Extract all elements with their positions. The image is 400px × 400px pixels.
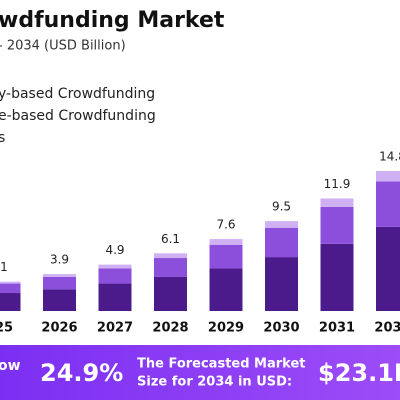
bar-segment [209, 268, 243, 311]
bar-segment [320, 206, 354, 244]
value-label: 11.9 [324, 177, 351, 191]
legend-label: s [0, 130, 5, 146]
bar-segment [0, 293, 21, 311]
bar-segment [376, 181, 400, 227]
bar-segment [154, 253, 187, 259]
bar-segment [43, 276, 76, 290]
x-tick-label: 2029 [208, 321, 244, 336]
banner-text: Size for 2034 in USD: [137, 375, 292, 390]
x-tick-label: 2026 [41, 321, 77, 336]
bar-segment [320, 243, 354, 311]
x-tick-label: 2030 [263, 321, 299, 336]
plot: 1 25 3.9 2026 4.9 2027 6.1 2028 7.6 2029 9.5 2030 11… [0, 150, 400, 336]
value-label: 4.9 [105, 243, 124, 257]
bar-segment [98, 283, 132, 311]
bar-segment [265, 221, 298, 228]
forecast: $23.1B [318, 359, 400, 387]
x-tick-label: 2028 [152, 321, 188, 336]
value-label: 3.9 [50, 253, 69, 267]
bar-segment [0, 281, 21, 284]
value-label: 9.5 [272, 200, 291, 214]
bar-segment [43, 289, 76, 311]
value-label: 14.8 [379, 150, 400, 164]
legend-label: y-based Crowdfunding [0, 86, 155, 102]
x-tick-label: 25 [0, 321, 13, 336]
bar-segment [43, 274, 76, 277]
banner-lead: ow [0, 358, 21, 374]
bar-segment [265, 257, 298, 311]
x-tick-label: 2032 [374, 321, 400, 336]
bar-segment [98, 268, 132, 284]
banner [0, 345, 400, 400]
legend: y-based Crowdfunding e-based Crowdfunding… [0, 86, 156, 146]
value-label: 1 [0, 260, 8, 274]
bar-segment [0, 283, 21, 294]
chart-subtitle: - 2034 (USD Billion) [0, 39, 126, 54]
cagr: 24.9% [40, 359, 123, 387]
bar-segment [209, 239, 243, 245]
bar-segment [265, 227, 298, 258]
bar-segment [98, 264, 132, 269]
bar-segment [320, 198, 354, 207]
bar-segment [154, 258, 187, 277]
bar-segment [376, 171, 400, 182]
bar-segment [209, 244, 243, 269]
legend-label: e-based Crowdfunding [0, 108, 156, 124]
x-tick-label: 2031 [319, 321, 355, 336]
bar-segment [154, 276, 187, 311]
chart-title: wdfunding Market [0, 8, 225, 33]
bar-segment [376, 226, 400, 311]
value-label: 6.1 [161, 232, 180, 246]
banner-text: The Forecasted Market [137, 357, 306, 372]
value-label: 7.6 [216, 218, 235, 232]
x-tick-label: 2027 [97, 321, 133, 336]
